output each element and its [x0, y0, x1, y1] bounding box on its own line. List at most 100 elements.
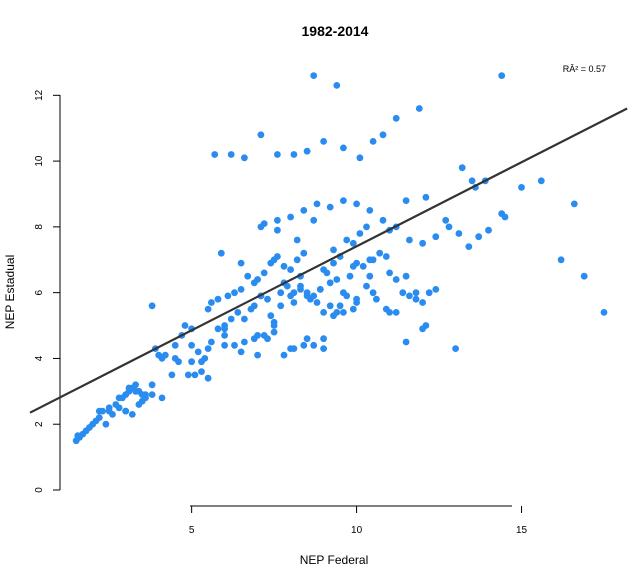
data-point — [412, 289, 420, 297]
data-point — [237, 259, 245, 267]
data-point — [369, 289, 377, 297]
data-point — [241, 315, 248, 323]
data-point — [330, 246, 337, 254]
data-point — [356, 230, 364, 237]
data-point — [257, 223, 265, 231]
data-point — [343, 292, 351, 300]
data-point — [158, 394, 166, 402]
data-point — [349, 305, 357, 313]
data-point — [303, 292, 311, 300]
data-point — [349, 262, 357, 270]
data-point — [419, 239, 426, 247]
data-point — [320, 138, 327, 145]
data-point — [300, 249, 308, 257]
data-point — [333, 276, 341, 283]
data-point — [303, 147, 311, 155]
data-point — [432, 233, 440, 241]
regression-line — [29, 107, 628, 414]
data-point — [419, 325, 426, 333]
data-point — [287, 266, 294, 273]
data-point — [379, 131, 387, 139]
data-point — [326, 203, 334, 211]
y-tick-label: 12 — [34, 89, 45, 101]
data-point — [125, 384, 133, 392]
data-point — [171, 341, 179, 349]
data-point — [254, 332, 261, 339]
data-point — [135, 401, 143, 408]
data-point — [336, 302, 344, 310]
data-point — [231, 289, 238, 297]
data-point — [580, 272, 588, 280]
data-point — [198, 358, 205, 366]
data-point — [204, 305, 212, 313]
data-point — [343, 236, 351, 244]
data-point — [254, 351, 261, 359]
data-point — [277, 289, 285, 297]
data-point — [254, 276, 261, 283]
data-point — [227, 151, 235, 158]
data-point — [422, 193, 430, 201]
data-point — [290, 299, 298, 306]
data-point — [270, 328, 278, 336]
data-point — [415, 105, 423, 112]
x-tick-label: 15 — [516, 525, 528, 536]
data-point — [458, 164, 466, 172]
data-point — [264, 295, 271, 303]
data-point — [452, 345, 459, 352]
data-point — [267, 312, 275, 320]
data-point — [280, 262, 288, 270]
data-point — [412, 295, 420, 303]
data-point — [204, 345, 212, 352]
data-point — [95, 407, 103, 415]
data-point — [468, 177, 476, 185]
data-point — [155, 351, 163, 359]
data-point — [293, 256, 301, 264]
data-point — [402, 272, 410, 280]
data-point — [168, 371, 176, 379]
data-point — [188, 341, 196, 349]
data-point — [194, 348, 202, 356]
data-point — [171, 355, 179, 362]
data-point — [333, 82, 341, 89]
data-point — [287, 345, 294, 352]
data-point — [274, 151, 281, 158]
data-point — [485, 226, 492, 234]
data-point — [184, 371, 192, 379]
data-point — [115, 404, 123, 412]
data-point — [340, 197, 347, 205]
data-point — [241, 154, 248, 162]
data-point — [115, 394, 123, 402]
data-point — [320, 309, 327, 316]
data-point — [392, 276, 400, 283]
data-point — [419, 299, 426, 306]
data-point — [399, 289, 407, 297]
data-point — [237, 348, 245, 356]
data-point — [102, 420, 110, 428]
data-point — [518, 184, 525, 191]
data-point — [257, 131, 265, 139]
data-point — [148, 302, 156, 310]
data-point — [465, 243, 473, 251]
data-point — [600, 309, 608, 316]
data-point — [353, 200, 360, 208]
data-point — [122, 407, 130, 415]
data-point — [221, 332, 229, 339]
data-point — [326, 302, 334, 310]
data-point — [425, 289, 433, 297]
data-point — [382, 253, 390, 260]
y-tick-label: 8 — [34, 224, 45, 230]
data-point — [340, 144, 347, 152]
data-point — [333, 309, 341, 316]
data-point — [95, 414, 103, 421]
data-point — [280, 351, 288, 359]
data-point — [231, 341, 238, 349]
data-point — [181, 322, 189, 329]
data-point — [148, 381, 156, 389]
data-point — [330, 259, 337, 267]
data-point — [475, 233, 483, 241]
data-point — [264, 335, 271, 343]
y-tick-label: 4 — [34, 355, 45, 361]
x-tick-label: 5 — [189, 525, 195, 536]
data-point — [128, 411, 136, 418]
data-point — [326, 279, 334, 287]
